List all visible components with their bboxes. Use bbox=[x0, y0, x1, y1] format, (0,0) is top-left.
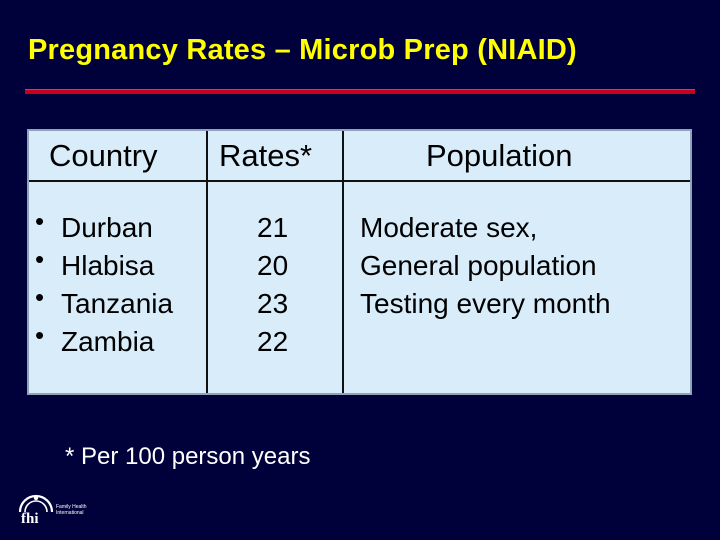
data-table: Country Rates* Population • Durban • Hla… bbox=[27, 129, 692, 395]
population-description: Moderate sex, General population Testing… bbox=[360, 209, 611, 323]
rate-value: 22 bbox=[257, 326, 289, 357]
country-list: • Durban • Hlabisa • Tanzania • Zambia bbox=[35, 206, 174, 361]
logo-org-name: Family Health International bbox=[56, 504, 87, 516]
population-line: General population bbox=[360, 250, 597, 281]
country-label: Durban bbox=[61, 212, 153, 243]
title-divider bbox=[25, 89, 695, 94]
logo-org-line2: International bbox=[56, 510, 84, 516]
logo-org-line1: Family Health bbox=[56, 504, 87, 510]
slide-title: Pregnancy Rates – Microb Prep (NIAID) bbox=[28, 34, 577, 66]
population-line: Testing every month bbox=[360, 288, 611, 319]
header-divider bbox=[29, 180, 690, 182]
country-item: • Tanzania bbox=[35, 282, 174, 323]
footnote: * Per 100 person years bbox=[65, 443, 311, 470]
country-item: • Hlabisa bbox=[35, 244, 173, 285]
header-country: Country bbox=[49, 138, 158, 173]
logo-arc-inner bbox=[24, 500, 48, 513]
rate-value: 23 bbox=[257, 288, 289, 319]
population-line: Moderate sex, bbox=[360, 212, 538, 243]
rate-value: 20 bbox=[257, 250, 289, 281]
column-divider bbox=[342, 131, 344, 393]
bullet-icon: • bbox=[35, 206, 45, 236]
logo-mark-text: fhi bbox=[21, 511, 39, 526]
column-divider bbox=[206, 131, 208, 393]
header-population: Population bbox=[426, 138, 573, 173]
rate-value: 21 bbox=[257, 212, 289, 243]
bullet-icon: • bbox=[35, 320, 45, 350]
header-rates: Rates* bbox=[219, 138, 313, 173]
bullet-icon: • bbox=[35, 244, 45, 274]
bullet-icon: • bbox=[35, 282, 45, 312]
country-item: • Zambia bbox=[35, 320, 173, 361]
country-item: • Durban bbox=[35, 206, 173, 247]
fhi-logo: fhi bbox=[18, 494, 54, 526]
country-label: Zambia bbox=[61, 326, 155, 357]
country-label: Hlabisa bbox=[61, 250, 155, 281]
rates-list: 21 20 23 22 bbox=[257, 209, 288, 361]
country-label: Tanzania bbox=[61, 288, 174, 319]
logo-dot bbox=[33, 495, 39, 501]
